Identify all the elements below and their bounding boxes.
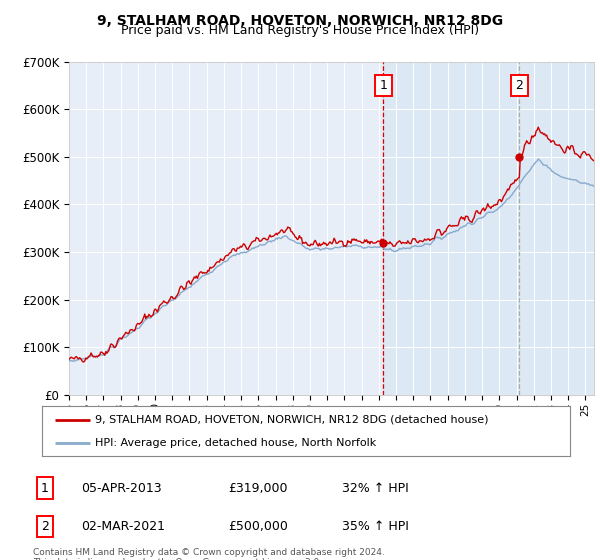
Text: Contains HM Land Registry data © Crown copyright and database right 2024.
This d: Contains HM Land Registry data © Crown c… [33, 548, 385, 560]
Text: 32% ↑ HPI: 32% ↑ HPI [342, 482, 409, 495]
Text: 9, STALHAM ROAD, HOVETON, NORWICH, NR12 8DG: 9, STALHAM ROAD, HOVETON, NORWICH, NR12 … [97, 14, 503, 28]
Text: 9, STALHAM ROAD, HOVETON, NORWICH, NR12 8DG (detached house): 9, STALHAM ROAD, HOVETON, NORWICH, NR12 … [95, 414, 488, 424]
Text: 1: 1 [41, 482, 49, 495]
Text: 2: 2 [515, 79, 523, 92]
Text: £500,000: £500,000 [228, 520, 288, 533]
Text: HPI: Average price, detached house, North Norfolk: HPI: Average price, detached house, Nort… [95, 438, 376, 448]
Text: 1: 1 [380, 79, 388, 92]
Bar [383, 62, 594, 395]
Text: 35% ↑ HPI: 35% ↑ HPI [342, 520, 409, 533]
Text: 2: 2 [41, 520, 49, 533]
Text: £319,000: £319,000 [228, 482, 287, 495]
Text: 05-APR-2013: 05-APR-2013 [81, 482, 161, 495]
Text: 02-MAR-2021: 02-MAR-2021 [81, 520, 165, 533]
Text: Price paid vs. HM Land Registry's House Price Index (HPI): Price paid vs. HM Land Registry's House … [121, 24, 479, 37]
